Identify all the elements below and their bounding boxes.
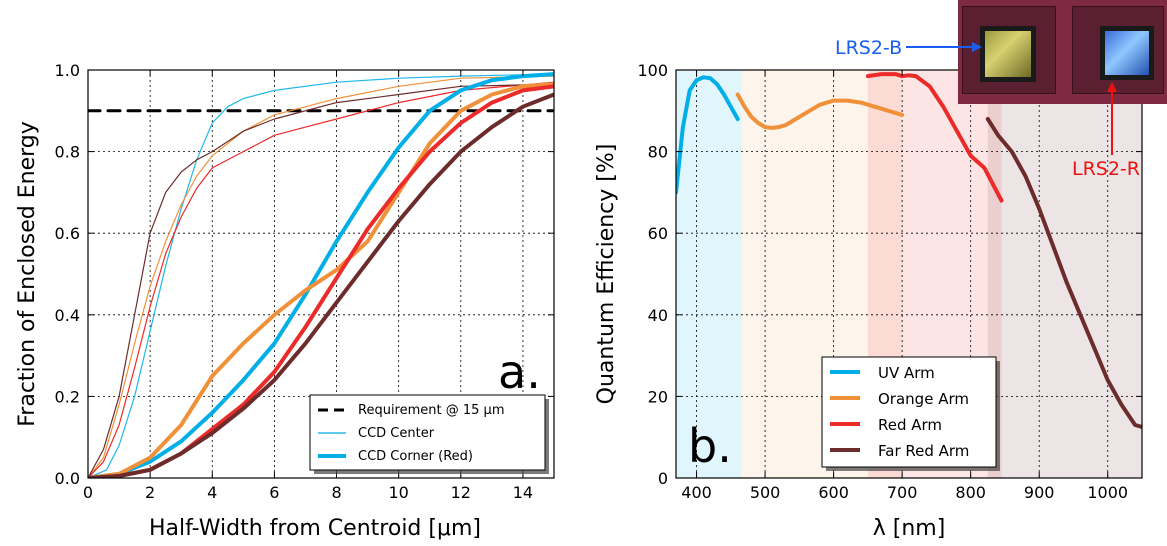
series-a [88, 72, 554, 478]
legend-entry: CCD Corner (Red) [358, 449, 473, 464]
x-tick-label: 0 [83, 483, 93, 502]
y-tick-label: 0 [658, 469, 668, 488]
y-tick-label: 0.6 [55, 224, 80, 243]
x-tick-label: 900 [1024, 483, 1055, 502]
series-line [88, 72, 554, 478]
x-tick-label: 4 [207, 483, 217, 502]
y-tick-label: 40 [648, 306, 668, 325]
wavelength-band [676, 70, 742, 478]
x-tick-label: 2 [145, 483, 155, 502]
series-b [676, 72, 1142, 429]
series-line [88, 92, 554, 478]
legend-b: UV Arm Orange Arm Red Arm Far Red Arm [821, 356, 1000, 471]
y-tick-label: 20 [648, 387, 668, 406]
x-tick-label: 700 [887, 483, 918, 502]
y-axis-label-b: Quantum Efficiency [%] [594, 144, 619, 405]
x-axis-label-a: Half-Width from Centroid [μm] [149, 516, 481, 541]
series-line [865, 72, 1004, 203]
y-tick-label: 0.0 [55, 469, 80, 488]
x-tick-label: 1000 [1087, 483, 1128, 502]
y-tick-label: 0.2 [55, 387, 80, 406]
panel-b: 400 500 600 700 800 900 1000 0 20 40 60 80 100 λ [nm… [594, 61, 1143, 541]
panel-label-a: a. [498, 345, 541, 399]
legend-entry: Requirement @ 15 μm [358, 403, 504, 418]
lrs2-b-detector [980, 26, 1036, 82]
y-axis-label-a: Fraction of Enclosed Energy [15, 121, 40, 427]
panel-label-b: b. [688, 419, 732, 473]
lrs2-r-detector [1100, 26, 1154, 80]
x-tick-label: 12 [451, 483, 471, 502]
legend-entry: Red Arm [878, 416, 942, 434]
ticks-b: 400 500 600 700 800 900 1000 0 20 40 60 80 100 [637, 61, 1142, 502]
series-line [88, 83, 554, 478]
y-tick-label: 1.0 [55, 61, 80, 80]
y-tick-label: 60 [648, 224, 668, 243]
detector-photo [958, 0, 1167, 104]
x-tick-label: 14 [513, 483, 533, 502]
series-line [88, 75, 554, 478]
axes-frame-b [675, 69, 1143, 479]
axes-frame-a [87, 69, 555, 479]
x-tick-label: 800 [955, 483, 986, 502]
legend-entry: UV Arm [878, 364, 935, 382]
series-line [676, 75, 740, 195]
x-tick-label: 500 [750, 483, 781, 502]
y-tick-label: 0.8 [55, 143, 80, 162]
legend-entry: Far Red Arm [878, 442, 969, 460]
series-line [735, 92, 905, 130]
series-line [88, 73, 554, 478]
series-line [88, 82, 554, 478]
legend-entry: CCD Center [358, 426, 435, 441]
x-tick-label: 10 [388, 483, 408, 502]
series-line [985, 117, 1142, 429]
x-axis-label-b: λ [nm] [873, 516, 946, 541]
legend-a: Requirement @ 15 μm CCD Center CCD Corne… [309, 394, 549, 474]
x-tick-label: 6 [269, 483, 279, 502]
legend-entry: Orange Arm [878, 390, 969, 408]
y-tick-label: 0.4 [55, 306, 80, 325]
panel-a: 0 2 4 6 8 10 12 14 0.0 0.2 0.4 0.6 0.8 1.0 Half-Width… [15, 61, 555, 541]
series-line [88, 81, 554, 478]
x-tick-label: 8 [331, 483, 341, 502]
x-tick-label: 400 [681, 483, 712, 502]
x-tick-label: 600 [818, 483, 849, 502]
y-tick-label: 100 [637, 61, 668, 80]
y-tick-label: 80 [648, 143, 668, 162]
